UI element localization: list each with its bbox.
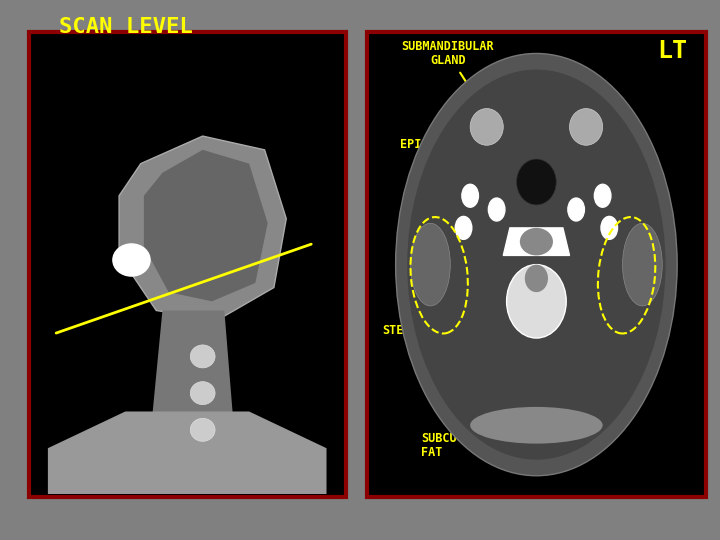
Ellipse shape [516, 159, 557, 205]
Text: STERNOCLEI­OMASTOID
MUSCLE: STERNOCLEI­OMASTOID MUSCLE [382, 288, 518, 352]
Bar [367, 32, 706, 497]
Bar [29, 32, 346, 497]
Ellipse shape [113, 244, 150, 276]
Ellipse shape [623, 224, 662, 306]
Ellipse shape [525, 265, 548, 292]
Ellipse shape [408, 70, 665, 460]
Text: SUBCUTANEOUS
FAT: SUBCUTANEOUS FAT [421, 429, 524, 460]
Ellipse shape [470, 109, 503, 145]
Ellipse shape [470, 407, 603, 444]
Polygon shape [48, 411, 327, 494]
Circle shape [601, 217, 618, 239]
Text: EPIGLOTTIS: EPIGLOTTIS [400, 138, 471, 204]
Ellipse shape [190, 418, 215, 441]
Circle shape [455, 217, 472, 239]
Circle shape [462, 184, 478, 207]
Bar [29, 32, 346, 497]
Polygon shape [150, 310, 233, 439]
Bar [367, 32, 706, 497]
Text: SUBMANDIBULAR
GLAND: SUBMANDIBULAR GLAND [402, 39, 494, 120]
Circle shape [568, 198, 585, 221]
Circle shape [595, 184, 611, 207]
Text: LT: LT [657, 39, 688, 63]
Ellipse shape [570, 109, 603, 145]
Ellipse shape [190, 345, 215, 368]
Polygon shape [503, 228, 570, 255]
Ellipse shape [520, 228, 553, 255]
Polygon shape [144, 150, 268, 301]
Text: SCAN LEVEL: SCAN LEVEL [59, 17, 193, 37]
Circle shape [488, 198, 505, 221]
Polygon shape [119, 136, 287, 320]
Ellipse shape [190, 382, 215, 404]
Ellipse shape [507, 265, 566, 338]
Ellipse shape [410, 224, 450, 306]
Ellipse shape [395, 53, 677, 476]
